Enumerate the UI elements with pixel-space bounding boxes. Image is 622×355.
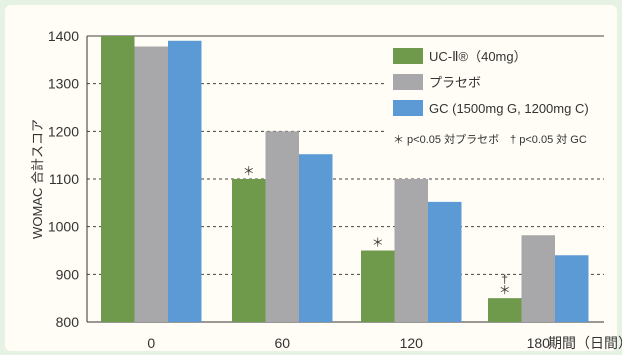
bar-3-60 [299,154,333,322]
x-tick-label: 180 [527,335,551,351]
y-tick-label: 1200 [48,123,79,139]
legend-label-2: プラセボ [429,75,481,90]
bar-1-0 [101,36,135,322]
x-axis-title: 期間（日間） [548,335,622,351]
legend-swatch-1 [393,48,423,64]
y-tick-label: 800 [56,314,80,330]
y-tick-label: 1300 [48,76,79,92]
legend-footnote: ＊ p<0.05 対プラセボ † p<0.05 対 GC [393,132,587,146]
legend-label-3: GC (1500mg G, 1200mg C) [429,101,589,116]
y-axis-title: WOMAC 合計スコア [30,119,45,239]
legend-swatch-2 [393,74,423,90]
bar-1-120 [361,250,395,322]
x-tick-label: 0 [147,335,155,351]
bar-2-180 [521,235,555,322]
x-tick-label: 120 [400,335,424,351]
bar-2-0 [134,46,168,323]
bar-1-60 [232,179,266,322]
y-tick-label: 1100 [49,171,79,187]
significance-marker: ＊ [499,283,511,297]
bar-3-0 [168,40,202,323]
bar-1-180 [488,298,522,322]
x-tick-label: 60 [274,335,290,351]
significance-marker: † [501,272,508,286]
y-tick-label: 1000 [48,219,79,235]
bar-2-60 [265,131,299,322]
significance-marker: ＊ [372,236,384,250]
bar-3-180 [555,255,589,322]
y-tick-label: 1400 [48,28,79,44]
bar-2-120 [394,179,428,322]
bar-3-120 [428,201,462,322]
legend-label-1: UC-Ⅱ®（40mg） [429,49,527,64]
significance-marker: ＊ [243,164,255,178]
y-tick-label: 900 [56,266,80,282]
legend-swatch-3 [393,100,423,116]
